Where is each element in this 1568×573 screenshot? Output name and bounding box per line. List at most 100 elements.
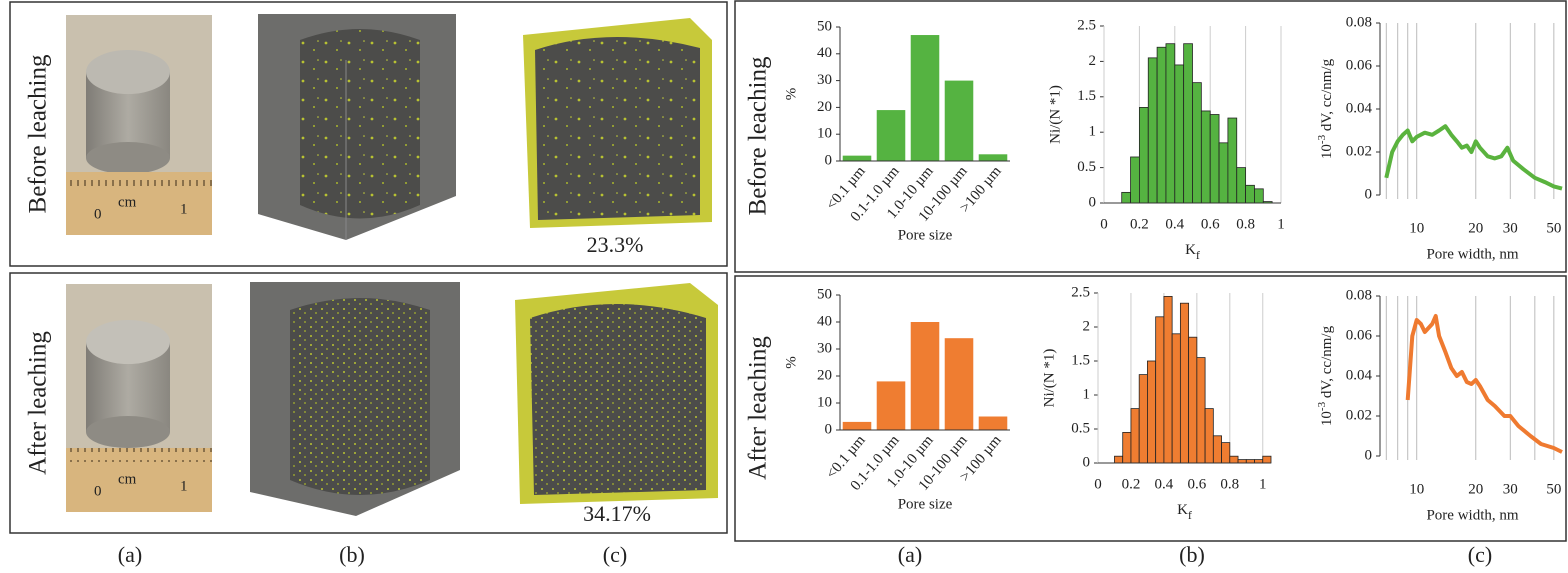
bar — [1183, 43, 1193, 204]
bar — [1254, 459, 1264, 464]
bar — [1227, 117, 1238, 204]
ct-render — [523, 18, 712, 228]
x-tick-label: 0.6 — [1201, 216, 1220, 232]
x-tick-label: 1 — [1277, 216, 1285, 232]
bar — [842, 421, 872, 430]
y-tick-label: 0.06 — [1346, 327, 1373, 343]
y-tick-label: 0 — [1083, 454, 1091, 470]
x-tick-label: 0.8 — [1236, 216, 1255, 232]
y-axis-title-base: 10 — [1319, 411, 1335, 426]
y-tick-label: 50 — [817, 286, 832, 302]
bar — [1174, 64, 1185, 204]
y-tick-label: 0.06 — [1346, 57, 1373, 73]
x-tick-label: 50 — [1546, 481, 1561, 497]
y-tick-label: 0 — [825, 152, 833, 168]
x-tick-label: 0 — [1100, 216, 1108, 232]
x-tick-label: 0.2 — [1122, 476, 1141, 492]
y-axis-title: % — [783, 88, 799, 101]
bar — [1122, 431, 1132, 464]
x-axis-title: Pore width, nm — [1426, 507, 1518, 523]
bar — [1221, 442, 1231, 464]
bar — [1171, 333, 1181, 464]
bar — [1156, 46, 1167, 204]
porosity-label: 23.3% — [587, 232, 644, 257]
caption: (c) — [1468, 542, 1492, 567]
x-axis-title: Pore size — [898, 496, 953, 512]
sample-photo: 0 cm 1 — [66, 284, 212, 512]
y-tick-label: 0 — [1365, 447, 1373, 463]
bar — [1163, 295, 1173, 464]
bar — [876, 110, 906, 161]
y-tick-label: 0.5 — [1071, 420, 1090, 436]
y-tick-label: 40 — [817, 313, 832, 329]
bar — [978, 416, 1008, 430]
x-tick-label: 0.8 — [1220, 476, 1239, 492]
bar — [944, 80, 974, 161]
y-tick-label: 0 — [825, 421, 833, 437]
y-axis-title-base: 10 — [1319, 144, 1335, 159]
bar — [1229, 455, 1239, 464]
caption: (c) — [603, 542, 627, 567]
bar — [910, 322, 940, 430]
bar — [944, 338, 974, 430]
y-tick-label: 0.04 — [1346, 367, 1373, 383]
bar — [1218, 142, 1229, 204]
x-tick-label: 30 — [1503, 481, 1518, 497]
ruler-label: 1 — [180, 201, 188, 217]
bar — [910, 35, 940, 161]
y-axis-title-exp: -3 — [1316, 401, 1328, 411]
panel-frame — [734, 0, 1567, 273]
y-tick-label: 50 — [817, 18, 832, 34]
x-tick-label: 20 — [1468, 481, 1483, 497]
x-tick-label: 1 — [1259, 476, 1267, 492]
x-tick-label: 0.4 — [1165, 216, 1184, 232]
ruler-label: cm — [118, 471, 137, 487]
bar — [1155, 316, 1165, 464]
bar — [1165, 43, 1176, 204]
y-tick-label: 1.5 — [1077, 88, 1096, 104]
x-axis-title: Pore size — [898, 227, 953, 243]
caption: (b) — [339, 542, 365, 567]
x-tick-label: 30 — [1503, 220, 1518, 236]
x-tick-label: 20 — [1468, 220, 1483, 236]
bar — [1188, 336, 1198, 464]
bar — [1130, 408, 1140, 464]
porosity-label: 34.17% — [583, 501, 651, 526]
bar — [842, 155, 872, 161]
y-tick-label: 1 — [1089, 124, 1097, 140]
x-tick-label: 0 — [1094, 476, 1102, 492]
bar — [1254, 188, 1264, 204]
row-label: After leaching — [25, 331, 52, 475]
y-axis-title: 10-3 dV, cc/nm/g — [1316, 325, 1336, 426]
y-axis-title-rest: dV, cc/nm/g — [1319, 58, 1335, 134]
x-tick-label: 50 — [1546, 220, 1561, 236]
y-tick-label: 2.5 — [1077, 17, 1096, 33]
line — [1384, 124, 1563, 191]
panel-frame — [734, 275, 1567, 542]
y-tick-label: 1.5 — [1071, 352, 1090, 368]
row-label: Before leaching — [25, 54, 52, 213]
x-tick-label: 10 — [1409, 220, 1424, 236]
caption: (a) — [118, 542, 142, 567]
y-tick-label: 30 — [817, 340, 832, 356]
ct-render — [515, 283, 718, 504]
x-axis-title: Pore width, nm — [1426, 246, 1518, 262]
bar — [1147, 57, 1158, 204]
ct-render — [258, 14, 456, 240]
bar — [1245, 459, 1255, 464]
ruler-label: 1 — [180, 478, 188, 494]
bar — [1200, 110, 1211, 204]
caption: (b) — [1179, 542, 1205, 567]
x-tick-label: 0.2 — [1130, 216, 1149, 232]
y-tick-label: 0.5 — [1077, 159, 1096, 175]
bar — [1130, 156, 1140, 204]
y-tick-label: 0.08 — [1346, 14, 1372, 30]
bar — [1147, 360, 1157, 464]
bar — [1236, 167, 1246, 204]
x-axis-title: Kf — [1185, 242, 1200, 261]
ruler-label: 0 — [94, 206, 102, 222]
y-tick-label: 0.02 — [1346, 407, 1372, 423]
y-tick-label: 2.5 — [1071, 284, 1090, 300]
panel-frame — [9, 272, 728, 534]
